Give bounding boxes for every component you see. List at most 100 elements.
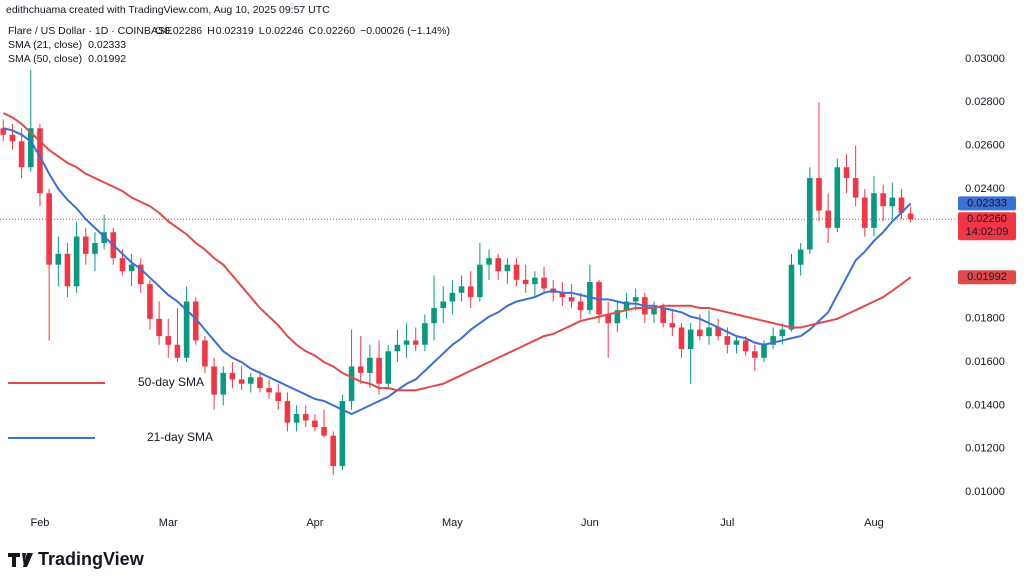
candle-body [394, 344, 401, 352]
readout-key: L [259, 25, 265, 37]
countdown: 14:02:09 [966, 226, 1009, 238]
candle-body [229, 372, 236, 380]
candle-body [715, 327, 721, 337]
candle-body [92, 243, 98, 254]
candle-body [385, 351, 392, 384]
candle-body [467, 286, 474, 298]
candle-body [843, 167, 850, 179]
brand-name: TradingView [38, 549, 145, 569]
price-tag [958, 270, 1016, 285]
candle-body [752, 351, 758, 358]
y-tick-label: 0.03000 [965, 53, 1005, 65]
candle-body [367, 357, 373, 373]
candle-body [577, 301, 584, 311]
candle-body [761, 344, 767, 358]
readout-key: H [207, 25, 215, 37]
candle-body [220, 372, 227, 395]
candle-body [733, 340, 740, 345]
x-tick-label: Mar [159, 517, 178, 529]
candle-body [165, 336, 172, 345]
x-tick-label: Feb [30, 517, 49, 529]
candle-body [128, 264, 135, 272]
sma-line [2, 112, 912, 392]
candle-body [202, 340, 208, 367]
candle-body [247, 377, 254, 384]
candle-body [651, 307, 657, 315]
candle-body [495, 258, 502, 272]
candle-body [0, 128, 7, 135]
candle-body [293, 414, 300, 423]
candle-body [559, 292, 566, 298]
y-tick-label: 0.02600 [965, 140, 1005, 152]
candle-body [889, 197, 896, 207]
y-tick-label: 0.01800 [965, 313, 1005, 325]
candle-body [73, 236, 80, 287]
candle-body [302, 414, 309, 421]
candle-body [770, 336, 776, 345]
readout-value: 0.02246 [266, 25, 304, 37]
candle-body [862, 197, 868, 228]
candle-body [82, 236, 89, 254]
candle-body [449, 292, 456, 302]
candle-body [724, 336, 731, 345]
candle-body [357, 366, 364, 373]
readout-value: 0.02319 [216, 25, 254, 37]
candle-body [211, 366, 217, 395]
candle-body [596, 281, 602, 315]
brand-logo: TradingView [8, 549, 145, 569]
y-tick-label: 0.01200 [965, 443, 1005, 455]
candle-body [18, 141, 25, 168]
candle-body [587, 281, 593, 311]
candle-body [192, 301, 199, 341]
candle-body [46, 193, 52, 265]
candle-body [348, 366, 355, 402]
candle-body [880, 193, 886, 207]
candle-body [605, 314, 611, 324]
candle-body [37, 128, 43, 194]
readout-value: 0.02260 [317, 25, 355, 37]
candle-body [9, 134, 16, 142]
y-tick-label: 0.02800 [965, 96, 1005, 108]
candle-body [852, 178, 859, 198]
candle-body [522, 279, 529, 285]
candle-body [431, 307, 437, 324]
annotation-text: 21-day SMA [147, 430, 213, 444]
y-tick-label: 0.01000 [965, 486, 1005, 498]
legend-name: SMA (50, close) [8, 53, 82, 65]
candle-body [284, 401, 291, 423]
candle-body [147, 284, 153, 319]
candle-body [257, 377, 263, 389]
candle-body [321, 427, 327, 436]
candle-body [898, 197, 905, 213]
sma-line [3, 127, 912, 416]
candle-body [807, 178, 813, 250]
legend-value: 0.02333 [88, 39, 126, 51]
change: −0.00026 (−1.14%) [360, 25, 450, 37]
symbol-title: Flare / US Dollar · 1D · COINBASE [8, 25, 172, 37]
readout-key: O [155, 25, 163, 37]
candle-body [513, 264, 520, 280]
legend-value: 0.01992 [88, 53, 126, 65]
candle-body [669, 323, 676, 328]
y-tick-label: 0.01600 [965, 356, 1005, 368]
price-tag [958, 196, 1016, 211]
candle-body [742, 340, 749, 352]
candle-body [486, 258, 492, 265]
candle-body [541, 277, 547, 289]
candle-body [477, 264, 483, 298]
candle-body [137, 264, 144, 285]
x-tick-label: May [442, 517, 463, 529]
legend-name: SMA (21, close) [8, 39, 82, 51]
price-tag [958, 212, 1016, 241]
x-tick-label: Aug [864, 517, 884, 529]
candle-body [440, 301, 447, 308]
candle-body [27, 128, 34, 168]
watermark: edithchuama created with TradingView.com… [6, 4, 330, 16]
logo-icon [8, 553, 33, 567]
candle-body [156, 318, 162, 337]
price-tag-label: 0.02260 [967, 213, 1007, 225]
candle-body [568, 297, 575, 302]
candle-body [779, 329, 786, 337]
candle-body [660, 307, 666, 324]
